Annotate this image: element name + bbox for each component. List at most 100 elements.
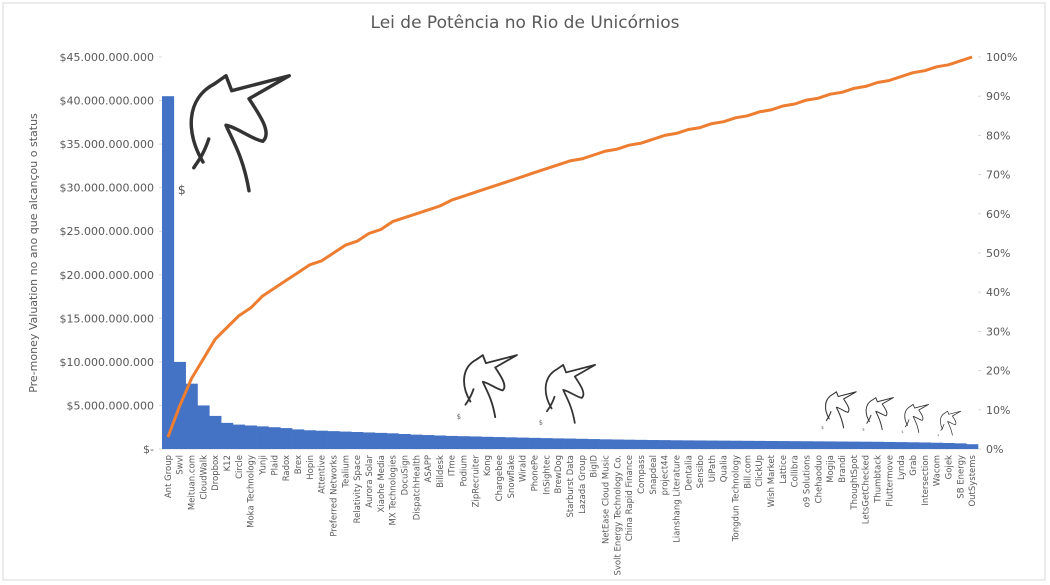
bar bbox=[836, 441, 849, 449]
bar bbox=[741, 440, 754, 449]
bar bbox=[232, 424, 246, 449]
x-tick-label: Svolt Energy Technology Co. bbox=[613, 455, 623, 576]
x-tick-label: Moka Technology bbox=[247, 455, 257, 528]
x-tick-label: Wirald bbox=[519, 455, 529, 482]
bar bbox=[528, 437, 541, 449]
x-tick-label: Plaid bbox=[270, 455, 280, 475]
x-tick-label: o9 Solutions bbox=[803, 454, 813, 507]
bar bbox=[788, 441, 801, 449]
x-tick-label: Qualia bbox=[720, 455, 730, 482]
x-tick-label: Grab bbox=[909, 455, 919, 476]
x-tick-label: Lattice bbox=[779, 455, 789, 484]
x-tick-label: Attentive bbox=[318, 455, 328, 494]
bar bbox=[623, 439, 636, 449]
x-tick-label: Mogija bbox=[826, 455, 836, 483]
bar bbox=[339, 431, 352, 449]
bar bbox=[871, 441, 884, 449]
chart-title: Lei de Potência no Rio de Unicórnios bbox=[371, 13, 680, 33]
x-tick-label: Brex bbox=[294, 455, 304, 474]
bar bbox=[280, 428, 293, 449]
y-tick-label: $15.000.000.000 bbox=[60, 312, 154, 325]
x-tick-label: Compass bbox=[637, 454, 647, 493]
y2-tick-label: 70% bbox=[986, 169, 1010, 182]
y2-tick-label: 0% bbox=[986, 443, 1003, 456]
bar bbox=[552, 438, 565, 449]
bar bbox=[706, 440, 719, 449]
bar bbox=[564, 438, 577, 449]
x-tick-label: Circle bbox=[235, 455, 245, 479]
x-tick-label: Dentalia bbox=[684, 455, 694, 491]
x-tick-label: Wish Market bbox=[767, 454, 777, 507]
bar bbox=[776, 441, 790, 449]
dollar-icon: $ bbox=[821, 425, 824, 430]
bar bbox=[244, 425, 257, 449]
x-tick-label: Snapdeal bbox=[649, 455, 659, 495]
x-tick-label: Starburst Data bbox=[566, 455, 576, 517]
bar bbox=[753, 440, 766, 449]
x-tick-label: ClickUp bbox=[755, 455, 765, 487]
bar bbox=[599, 439, 612, 449]
bar bbox=[162, 96, 175, 449]
bar bbox=[729, 440, 742, 449]
bar bbox=[883, 441, 896, 449]
bar bbox=[540, 438, 553, 449]
bar bbox=[327, 431, 340, 449]
x-tick-label: Brandi bbox=[838, 455, 848, 483]
y-tick-label: $10.000.000.000 bbox=[60, 356, 154, 369]
y2-tick-label: 80% bbox=[986, 129, 1010, 142]
bar bbox=[422, 435, 435, 449]
y-tick-label: $45.000.000.000 bbox=[60, 51, 154, 64]
y2-tick-label: 90% bbox=[986, 90, 1010, 103]
y2-tick-label: 30% bbox=[986, 325, 1010, 338]
bar bbox=[587, 439, 600, 449]
bar bbox=[930, 442, 943, 449]
x-tick-label: China Rapid Finance bbox=[625, 455, 635, 541]
y-tick-label: $- bbox=[143, 443, 154, 456]
x-tick-label: ASAPP bbox=[424, 455, 434, 482]
bar bbox=[907, 442, 920, 449]
x-tick-label: Swvl bbox=[176, 455, 186, 475]
dollar-icon: $ bbox=[457, 413, 461, 421]
bar bbox=[918, 442, 931, 449]
y-tick-label: $30.000.000.000 bbox=[60, 182, 154, 195]
x-tick-label: PhonePe bbox=[531, 455, 541, 491]
dollar-icon: $ bbox=[862, 428, 864, 432]
x-tick-label: Sensibo bbox=[696, 455, 706, 488]
y2-tick-label: 40% bbox=[986, 286, 1010, 299]
x-tick-label: MX Technologies bbox=[389, 454, 399, 525]
x-tick-label: OutSystems bbox=[968, 454, 978, 506]
y2-tick-label: 60% bbox=[986, 208, 1010, 221]
x-tick-label: Collibra bbox=[791, 455, 801, 487]
bar bbox=[847, 441, 861, 449]
bar bbox=[765, 440, 778, 449]
bar bbox=[658, 440, 671, 449]
bar bbox=[268, 427, 281, 449]
x-tick-label: Tongdun Technology bbox=[732, 455, 742, 542]
x-tick-label: NetEase Cloud Music bbox=[601, 455, 611, 544]
x-tick-label: Lynda bbox=[897, 455, 907, 480]
unicorn-icons: $ $ $ $ $ $ $ bbox=[178, 74, 962, 437]
y2-tick-label: 100% bbox=[986, 51, 1017, 64]
x-tick-label: Podium bbox=[460, 455, 470, 486]
x-tick-label: BigID bbox=[590, 455, 600, 478]
x-tick-label: DocuSign bbox=[400, 455, 410, 495]
y-tick-label: $35.000.000.000 bbox=[60, 138, 154, 151]
bar bbox=[504, 437, 518, 449]
bar bbox=[516, 437, 529, 449]
x-tick-label: Fluttermove bbox=[885, 455, 895, 507]
bar bbox=[717, 440, 730, 449]
dollar-icon: $ bbox=[539, 419, 543, 427]
bar bbox=[445, 435, 458, 449]
x-tick-label: Wacom bbox=[933, 455, 943, 486]
bar bbox=[682, 440, 695, 449]
bar bbox=[374, 432, 387, 449]
x-tick-label: Ant Group bbox=[164, 455, 174, 498]
bar bbox=[895, 442, 908, 449]
x-tick-label: ITme bbox=[448, 455, 458, 476]
x-tick-label: InSightec bbox=[542, 455, 552, 495]
bar bbox=[646, 440, 659, 449]
bar bbox=[800, 441, 813, 449]
bar bbox=[469, 436, 482, 449]
dollar-icon: $ bbox=[938, 433, 940, 437]
